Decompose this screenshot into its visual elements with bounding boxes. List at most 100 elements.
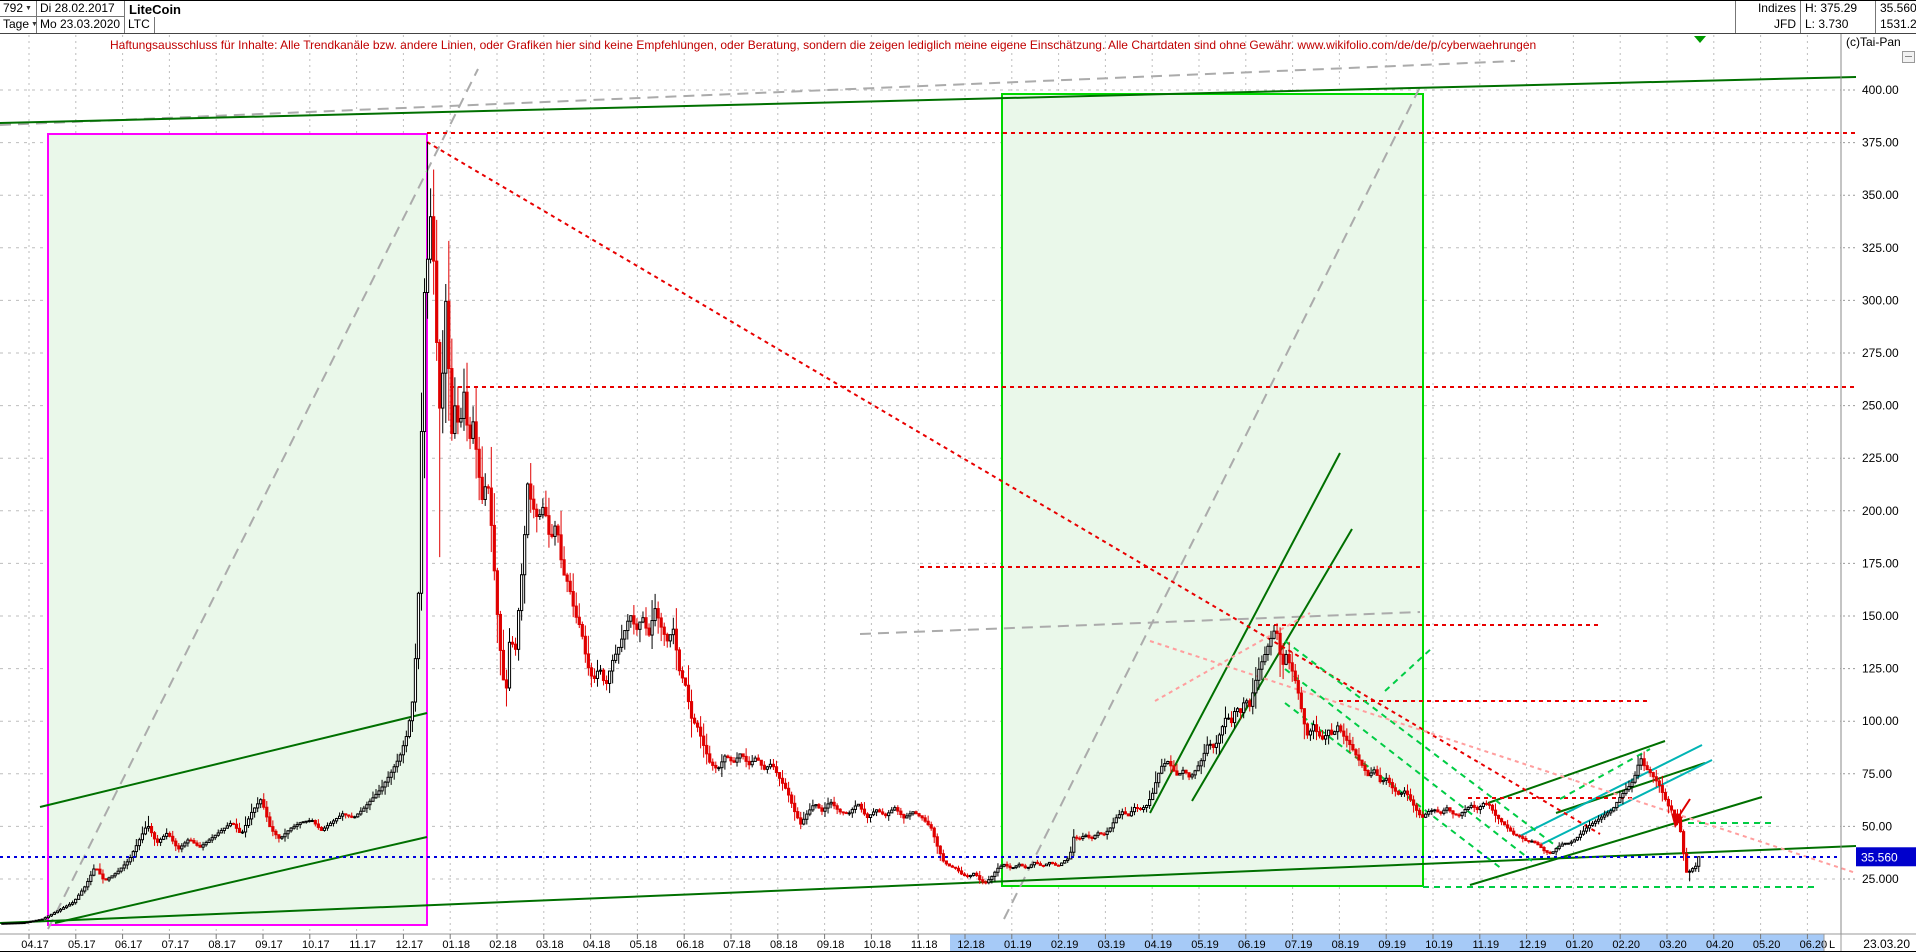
chevron-down-icon: ▼ bbox=[31, 21, 38, 28]
green-longterm-support bbox=[0, 845, 1857, 924]
x-axis-label: 02.19 bbox=[1051, 939, 1079, 951]
symbol-label: LTC bbox=[125, 17, 155, 33]
x-axis-label: 11.19 bbox=[1472, 939, 1499, 951]
chart-header: 792 ▼ Di 28.02.2017 Tage ▼ Mo 23.03.2020 L… bbox=[0, 1, 1916, 34]
green-2020-rise-2 bbox=[1487, 740, 1666, 804]
green-2017-channel-upper bbox=[39, 712, 428, 808]
x-axis-label: 06.17 bbox=[115, 939, 143, 951]
disclaimer-text: Haftungsausschluss für Inhalte: Alle Tre… bbox=[110, 38, 1537, 52]
y-axis-label: 150.00 bbox=[1862, 609, 1899, 623]
pink-asc bbox=[1154, 612, 1311, 702]
chart-markers bbox=[1671, 36, 1706, 828]
x-axis-label: 06.19 bbox=[1238, 939, 1266, 951]
y-axis-label: 125.00 bbox=[1862, 662, 1899, 676]
green-2019-steep-1 bbox=[1149, 452, 1341, 814]
last-bar-marker bbox=[1694, 36, 1706, 43]
rally-2017-box bbox=[47, 133, 428, 926]
cyan-wedge-1 bbox=[1517, 744, 1703, 838]
y-axis-label: 175.00 bbox=[1862, 556, 1899, 570]
green-2017-channel-lower bbox=[54, 836, 428, 924]
index-group-label: Indizes bbox=[1735, 1, 1800, 17]
annotation-boxes bbox=[47, 93, 1424, 926]
cyan-wedge-2 bbox=[1541, 759, 1713, 845]
trend-gray-2019 bbox=[1003, 86, 1421, 920]
x-axis-label: 09.18 bbox=[817, 939, 845, 951]
copyright-label: (c)Tai-Pan bbox=[1846, 35, 1901, 49]
x-axis-label: 11.17 bbox=[349, 939, 376, 951]
x-axis-label: 12.17 bbox=[396, 939, 424, 951]
last-price-label: 35.560 bbox=[1875, 1, 1916, 17]
last-price-badge-value: 35.560 bbox=[1861, 850, 1898, 864]
x-axis-label: 03.18 bbox=[536, 939, 564, 951]
x-axis-label: 06.20 bbox=[1800, 939, 1828, 951]
broker-label: JFD bbox=[1735, 17, 1800, 33]
y-axis-label: 25.000 bbox=[1862, 872, 1899, 886]
x-axis-label: 01.19 bbox=[1004, 939, 1032, 951]
rally-2019-box bbox=[1001, 93, 1424, 887]
x-axis-label: 08.18 bbox=[770, 939, 798, 951]
candlestick-series bbox=[1, 141, 1701, 925]
volume-label: 1531.2/33 bbox=[1875, 17, 1916, 33]
x-axis-label: 04.17 bbox=[21, 939, 49, 951]
y-axis-label: 375.00 bbox=[1862, 136, 1899, 150]
axis-corner-l-label: L bbox=[1829, 939, 1835, 951]
x-axis-label: 08.19 bbox=[1332, 939, 1360, 951]
red-desc-from-peak bbox=[426, 141, 1601, 835]
pink-desc bbox=[1149, 640, 1857, 874]
y-axis-label: 200.00 bbox=[1862, 504, 1899, 518]
x-axis-label: 05.19 bbox=[1191, 939, 1219, 951]
x-axis-label: 12.19 bbox=[1519, 939, 1547, 951]
collapse-button[interactable] bbox=[1902, 51, 1915, 63]
x-axis-label: 09.17 bbox=[255, 939, 283, 951]
period-value: Tage bbox=[3, 17, 30, 31]
x-axis-label: 07.18 bbox=[723, 939, 751, 951]
x-axis-label: 04.18 bbox=[583, 939, 611, 951]
breakdown-arrow-head bbox=[1671, 813, 1683, 828]
x-axis-label: 08.17 bbox=[208, 939, 236, 951]
x-axis-label: 09.19 bbox=[1378, 939, 1406, 951]
chevron-down-icon: ▼ bbox=[25, 5, 32, 12]
gdash-fan-1 bbox=[1284, 640, 1561, 850]
x-axis-label: 02.18 bbox=[489, 939, 517, 951]
green-2020-rise-1 bbox=[1469, 796, 1763, 886]
y-axis-label: 50.00 bbox=[1862, 819, 1892, 833]
x-axis-label: 11.18 bbox=[911, 939, 938, 951]
trend-gray-2017 bbox=[47, 68, 479, 930]
x-axis-label: 02.20 bbox=[1612, 939, 1640, 951]
y-axis-label: 325.00 bbox=[1862, 241, 1899, 255]
y-axis-label: 100.00 bbox=[1862, 714, 1899, 728]
x-axis-label: 07.19 bbox=[1285, 939, 1313, 951]
green-top-resistance bbox=[0, 76, 1857, 124]
y-axis-label: 250.00 bbox=[1862, 399, 1899, 413]
y-axis-label: 400.00 bbox=[1862, 83, 1899, 97]
y-axis-label: 300.00 bbox=[1862, 293, 1899, 307]
axis-corner-last-date: 23.03.20 bbox=[1863, 937, 1910, 951]
green-2019-steep-2 bbox=[1191, 528, 1353, 802]
bars-count-dropdown[interactable]: 792 ▼ bbox=[0, 1, 37, 17]
date-to-label: Mo 23.03.2020 bbox=[37, 17, 125, 33]
y-axis: 400.00 375.00 350.00 325.00 300.00 275.00 250.… bbox=[1840, 34, 1916, 952]
bars-count-value: 792 bbox=[3, 1, 24, 15]
date-from-label: Di 28.02.2017 bbox=[37, 1, 125, 17]
x-axis-label: 04.19 bbox=[1144, 939, 1172, 951]
y-axis-label: 75.00 bbox=[1862, 767, 1892, 781]
x-axis-label: 01.18 bbox=[442, 939, 470, 951]
x-axis-label: 01.20 bbox=[1566, 939, 1594, 951]
trend-lines bbox=[0, 60, 1857, 930]
period-low-label: L: 3.730 bbox=[1800, 17, 1875, 33]
x-axis-label: 05.20 bbox=[1753, 939, 1781, 951]
x-axis-label: 10.17 bbox=[302, 939, 330, 951]
breakdown-arrow-tail bbox=[1676, 798, 1691, 820]
gdash-fan-2 bbox=[1284, 668, 1533, 862]
trend-gray-mid bbox=[859, 611, 1421, 635]
instrument-title: LiteCoin bbox=[129, 2, 181, 17]
period-dropdown[interactable]: Tage ▼ bbox=[0, 17, 38, 33]
x-axis-label: 06.18 bbox=[676, 939, 704, 951]
x-axis-label: 10.19 bbox=[1425, 939, 1453, 951]
x-axis: 04.17 05.17 06.17 07.17 08.17 09.17 10.17 11.17… bbox=[0, 933, 1916, 952]
y-axis-label: 350.00 bbox=[1862, 188, 1899, 202]
last-price-badge bbox=[1856, 847, 1916, 867]
x-axis-label: 10.18 bbox=[864, 939, 892, 951]
